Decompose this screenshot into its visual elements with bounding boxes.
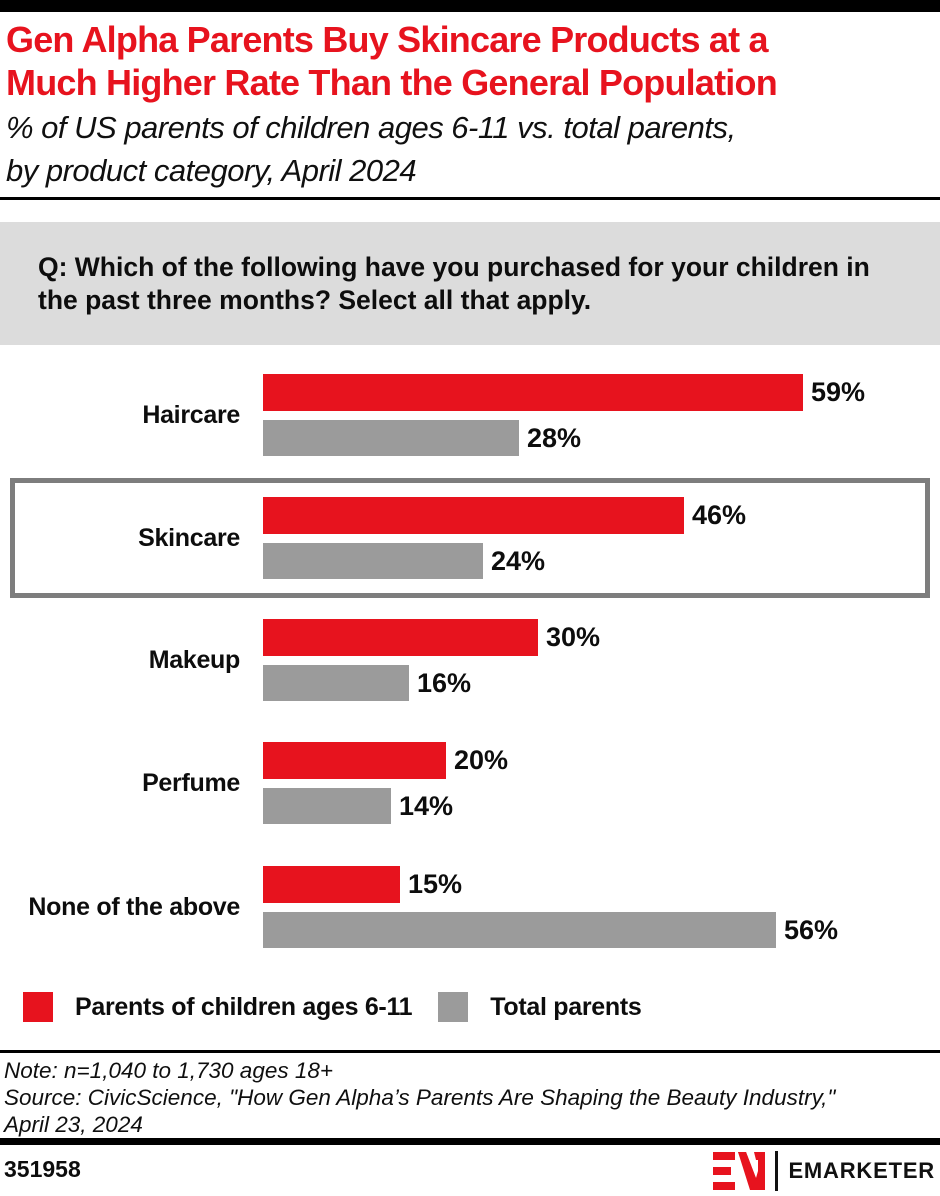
- legend-swatch-total-parents: [438, 992, 469, 1022]
- chart-legend: Parents of children ages 6-11 Total pare…: [23, 992, 642, 1022]
- bar-group: 30% 16%: [263, 619, 940, 701]
- legend-label-total-parents: Total parents: [490, 992, 642, 1021]
- note-text: Note: n=1,040 to 1,730 ages 18+: [4, 1058, 334, 1083]
- bar-value-label: 15%: [408, 869, 463, 899]
- category-label: None of the above: [28, 892, 240, 921]
- category-label: Makeup: [148, 645, 241, 674]
- category-label: Skincare: [138, 523, 240, 552]
- survey-question-text: Q: Which of the following have you purch…: [38, 252, 870, 315]
- category-label: Haircare: [142, 400, 240, 429]
- bar-total-parents: [263, 912, 776, 948]
- top-border-bar: [0, 0, 940, 12]
- bar-line-parents-6-11: 15%: [263, 866, 940, 903]
- bar-line-total-parents: 28%: [263, 420, 940, 456]
- bar-value-label: 30%: [546, 622, 601, 652]
- chart-row-none-of-the-above: None of the above 15% 56%: [0, 866, 940, 948]
- bar-value-label: 14%: [399, 790, 454, 821]
- chart-row-skincare: Skincare 46% 24%: [0, 497, 940, 579]
- legend-label-parents-6-11: Parents of children ages 6-11: [75, 992, 413, 1021]
- bottom-border-bar: [0, 1138, 940, 1145]
- survey-question-box: Q: Which of the following have you purch…: [0, 222, 940, 345]
- chart-id: 351958: [4, 1156, 81, 1182]
- bar-total-parents: [263, 543, 483, 579]
- bar-parents-6-11: [263, 742, 446, 779]
- emarketer-logo: EMARKETER: [713, 1151, 935, 1191]
- logo-divider: [775, 1151, 779, 1191]
- bar-parents-6-11: [263, 866, 400, 903]
- bar-value-label: 20%: [454, 745, 509, 775]
- emarketer-logo-text: EMARKETER: [788, 1158, 935, 1183]
- emarketer-logo-icon: [713, 1152, 766, 1190]
- chart-row-perfume: Perfume 20% 14%: [0, 742, 940, 824]
- bar-group: 20% 14%: [263, 742, 940, 824]
- bar-chart: Haircare 59% 28% Skincare 46%: [0, 355, 940, 1050]
- page-title-line2: Much Higher Rate Than the General Popula…: [6, 62, 778, 103]
- bar-parents-6-11: [263, 374, 803, 411]
- page-subtitle-line2: by product category, April 2024: [6, 153, 417, 188]
- bar-line-total-parents: 16%: [263, 665, 940, 701]
- page-title: Gen Alpha Parents Buy Skincare Products …: [6, 18, 936, 104]
- chart-row-haircare: Haircare 59% 28%: [0, 374, 940, 456]
- page-subtitle-line1: % of US parents of children ages 6-11 vs…: [6, 110, 736, 145]
- bar-line-total-parents: 24%: [263, 543, 940, 579]
- footer-divider: [0, 1050, 940, 1053]
- bar-group: 15% 56%: [263, 866, 940, 948]
- bar-parents-6-11: [263, 619, 538, 656]
- source-text-line1: Source: CivicScience, "How Gen Alpha’s P…: [4, 1085, 836, 1110]
- bar-group: 59% 28%: [263, 374, 940, 456]
- page-title-line1: Gen Alpha Parents Buy Skincare Products …: [6, 19, 769, 60]
- bar-total-parents: [263, 665, 409, 701]
- bar-total-parents: [263, 420, 519, 456]
- bar-value-label: 56%: [784, 914, 839, 945]
- bar-line-parents-6-11: 30%: [263, 619, 940, 656]
- bar-line-parents-6-11: 46%: [263, 497, 940, 534]
- page-subtitle: % of US parents of children ages 6-11 vs…: [6, 106, 936, 192]
- source-text-line2: April 23, 2024: [4, 1112, 143, 1137]
- footnotes: Note: n=1,040 to 1,730 ages 18+ Source: …: [4, 1057, 936, 1138]
- bar-value-label: 46%: [692, 500, 747, 530]
- bar-parents-6-11: [263, 497, 684, 534]
- legend-swatch-parents-6-11: [23, 992, 53, 1022]
- bar-value-label: 59%: [811, 377, 866, 407]
- bar-line-parents-6-11: 59%: [263, 374, 940, 411]
- bar-group: 46% 24%: [263, 497, 940, 579]
- bar-total-parents: [263, 788, 391, 824]
- bar-line-parents-6-11: 20%: [263, 742, 940, 779]
- chart-row-makeup: Makeup 30% 16%: [0, 619, 940, 701]
- bar-line-total-parents: 56%: [263, 912, 940, 948]
- bar-value-label: 28%: [527, 422, 582, 453]
- category-label: Perfume: [142, 768, 240, 797]
- skincare-highlight-box: [10, 478, 930, 598]
- header-divider: [0, 197, 940, 200]
- bar-line-total-parents: 14%: [263, 788, 940, 824]
- bar-value-label: 24%: [491, 545, 546, 576]
- bar-value-label: 16%: [417, 667, 472, 698]
